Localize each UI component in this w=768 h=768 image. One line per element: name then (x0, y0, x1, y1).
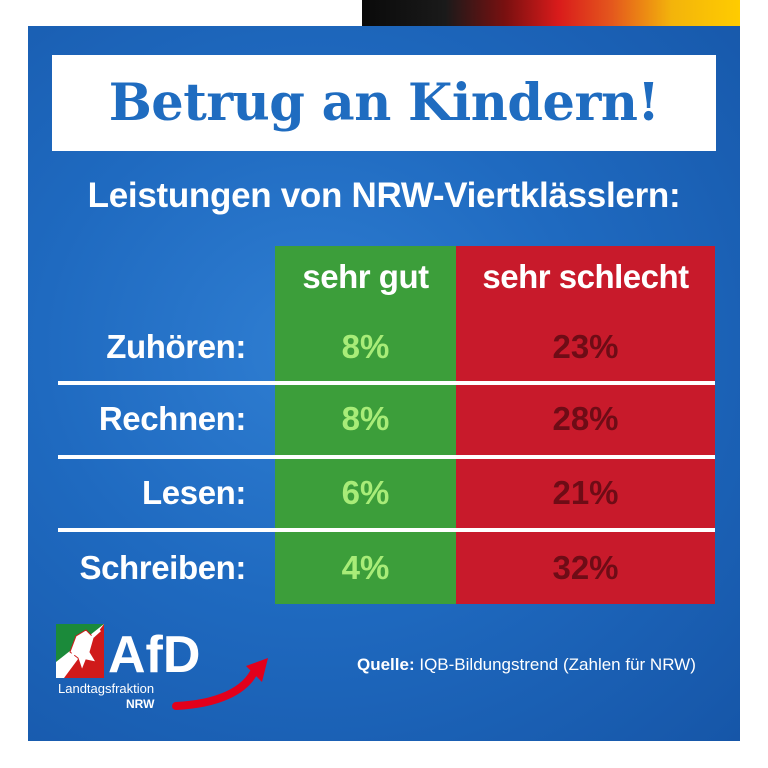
row-label: Lesen: (142, 474, 246, 511)
logo-wordmark: AfD (108, 626, 200, 684)
row-divider (58, 381, 715, 385)
value-good: 8% (341, 328, 390, 365)
title-box: Betrug an Kindern! (52, 55, 716, 151)
logo-subline-1: Landtagsfraktion (58, 681, 154, 696)
bad-column-background (456, 246, 715, 604)
row-divider (58, 528, 715, 532)
page-title: Betrug an Kindern! (108, 73, 660, 133)
value-good: 6% (341, 474, 390, 511)
source-note: Quelle: IQB-Bildungstrend (Zahlen für NR… (357, 655, 696, 675)
column-header-bad: sehr schlecht (482, 258, 689, 295)
row-divider (58, 455, 715, 459)
nrw-crest-icon (56, 624, 104, 678)
subtitle: Leistungen von NRW-Viertklässlern: (87, 176, 681, 215)
value-bad: 28% (552, 400, 619, 437)
column-header-good: sehr gut (302, 258, 429, 295)
logo-arrow-icon (246, 658, 268, 682)
german-flag-stripe (362, 0, 740, 26)
value-bad: 23% (552, 328, 619, 365)
value-bad: 32% (552, 549, 619, 586)
source-prefix: Quelle: (357, 655, 415, 674)
row-label: Rechnen: (98, 400, 247, 437)
row-label: Schreiben: (79, 549, 246, 586)
row-label: Zuhören: (106, 328, 246, 365)
value-bad: 21% (552, 474, 619, 511)
good-column-background (275, 246, 456, 604)
value-good: 4% (341, 549, 390, 586)
source-text: IQB-Bildungstrend (Zahlen für NRW) (419, 655, 696, 674)
logo-swoosh (172, 664, 260, 710)
logo-subline-2: NRW (126, 697, 155, 711)
afd-logo: AfD Landtagsfraktion NRW (56, 624, 268, 711)
value-good: 8% (341, 400, 390, 437)
